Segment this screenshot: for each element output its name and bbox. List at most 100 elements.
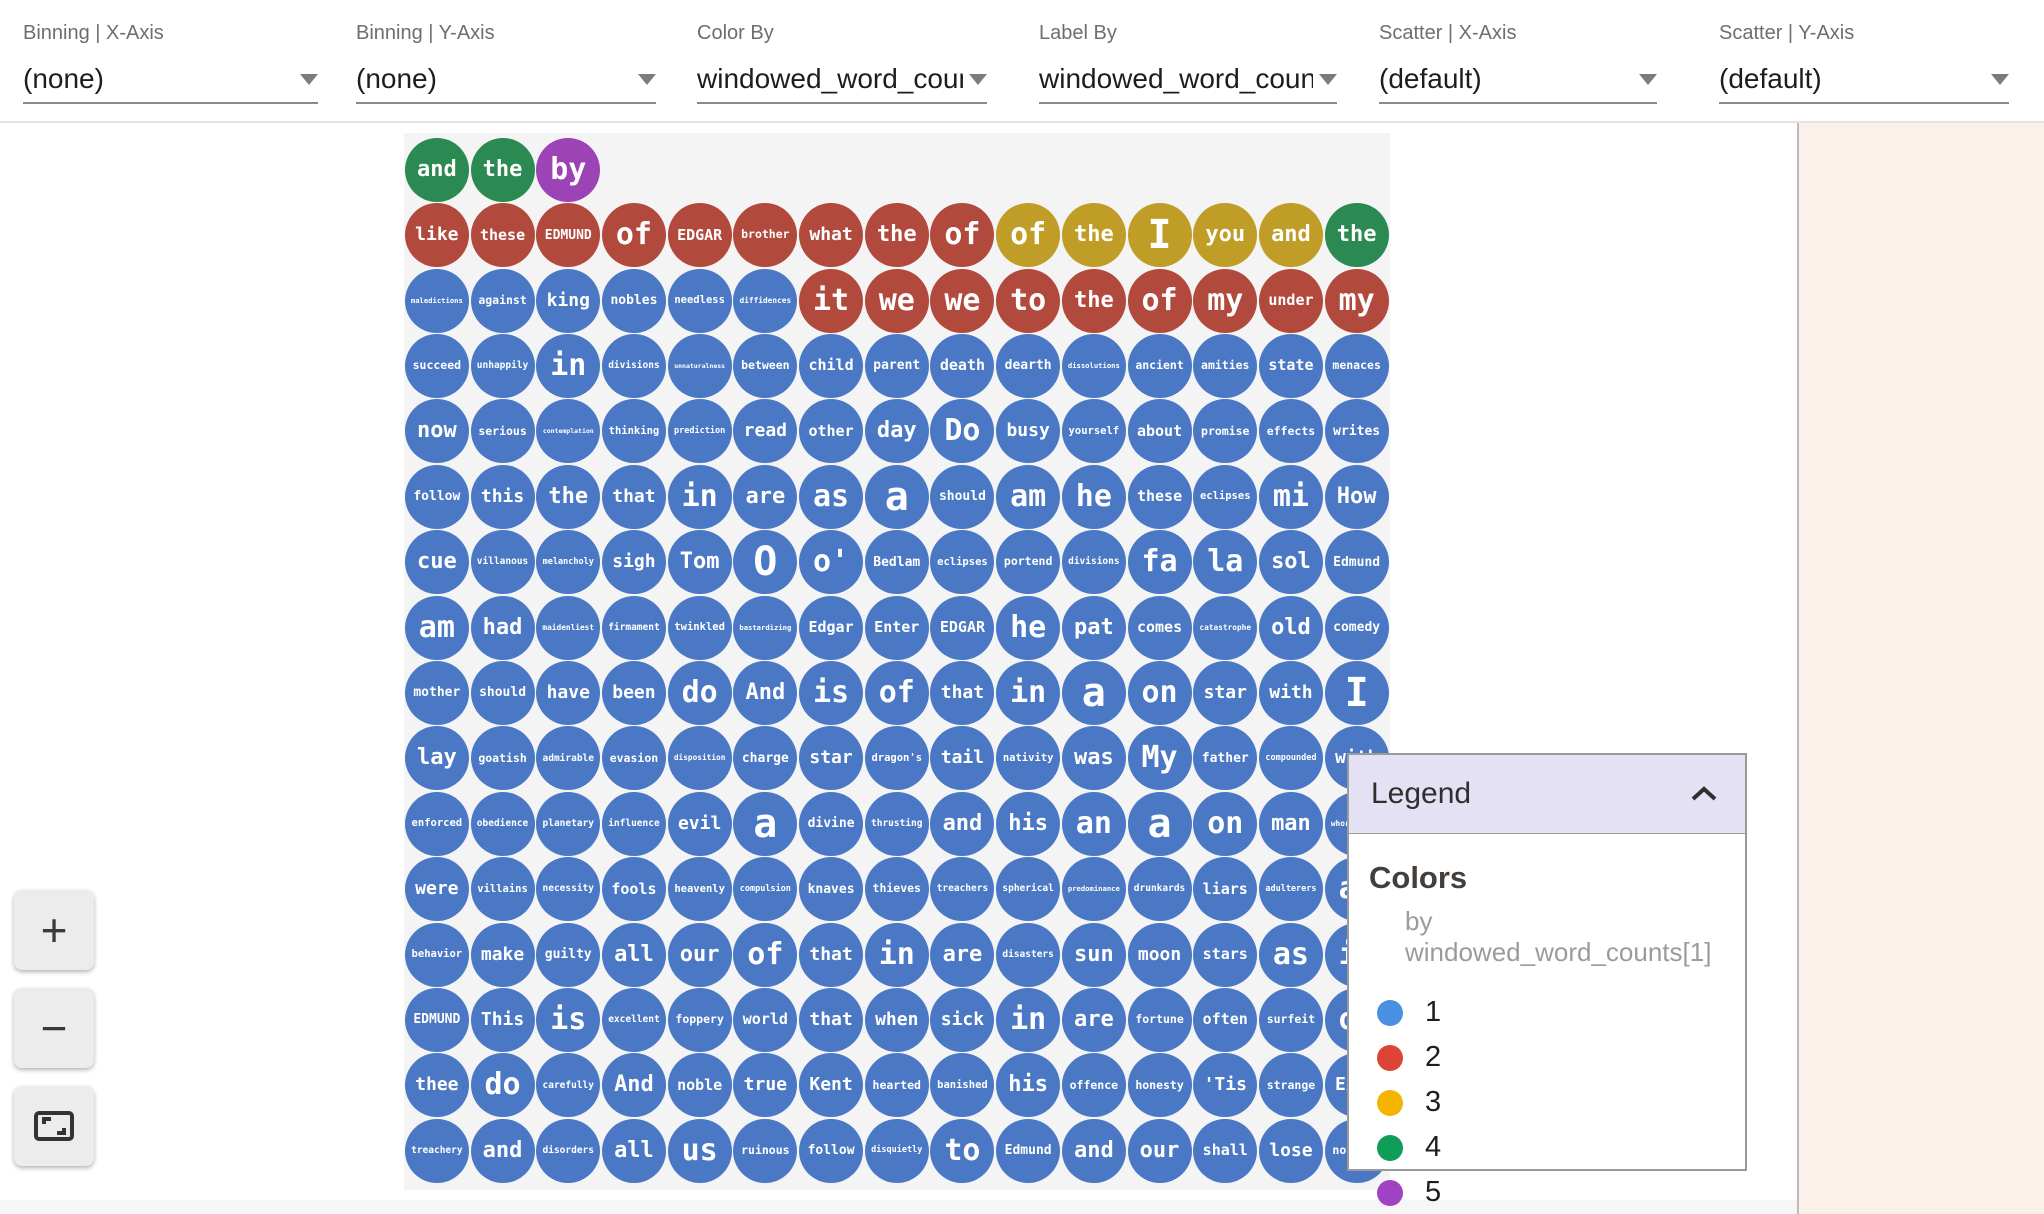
word-bubble[interactable]: as bbox=[1258, 922, 1323, 987]
word-bubble[interactable]: prediction bbox=[667, 399, 732, 464]
chevron-down-icon[interactable] bbox=[638, 73, 656, 85]
word-bubble[interactable]: about bbox=[1127, 399, 1192, 464]
word-bubble[interactable]: contemplation bbox=[536, 399, 601, 464]
word-bubble[interactable]: Enter bbox=[864, 595, 929, 660]
word-bubble[interactable]: twinkled bbox=[667, 595, 732, 660]
word-bubble[interactable]: is bbox=[536, 987, 601, 1052]
dropdown-scatter-y-axis[interactable]: Scatter | Y-Axis (default) bbox=[1719, 0, 2009, 110]
word-bubble[interactable]: ruinous bbox=[733, 1118, 798, 1183]
word-bubble[interactable]: disposition bbox=[667, 726, 732, 791]
dropdown-binning-x-axis[interactable]: Binning | X-Axis (none) bbox=[23, 0, 318, 110]
word-bubble[interactable]: evil bbox=[667, 791, 732, 856]
word-bubble[interactable]: parent bbox=[864, 333, 929, 398]
word-bubble[interactable]: I bbox=[1127, 203, 1192, 268]
word-bubble[interactable]: of bbox=[733, 922, 798, 987]
chevron-up-icon[interactable] bbox=[1689, 785, 1719, 803]
word-bubble[interactable]: moon bbox=[1127, 922, 1192, 987]
word-bubble[interactable]: adulterers bbox=[1258, 857, 1323, 922]
legend-item[interactable]: 2 bbox=[1377, 1035, 1745, 1080]
word-bubble[interactable]: stars bbox=[1193, 922, 1258, 987]
word-bubble[interactable]: between bbox=[733, 333, 798, 398]
word-bubble[interactable]: goatish bbox=[470, 726, 535, 791]
word-bubble[interactable]: unnaturalness bbox=[667, 333, 732, 398]
word-bubble[interactable]: And bbox=[733, 660, 798, 725]
word-bubble[interactable]: king bbox=[536, 268, 601, 333]
word-bubble[interactable]: nativity bbox=[996, 726, 1061, 791]
word-bubble[interactable]: our bbox=[667, 922, 732, 987]
word-bubble[interactable]: diffidences bbox=[733, 268, 798, 333]
word-bubble[interactable]: his bbox=[996, 791, 1061, 856]
word-bubble[interactable]: effects bbox=[1258, 399, 1323, 464]
word-bubble[interactable]: offence bbox=[1061, 1053, 1126, 1118]
word-bubble[interactable]: his bbox=[996, 1053, 1061, 1118]
word-bubble[interactable]: hearted bbox=[864, 1053, 929, 1118]
word-bubble[interactable]: is bbox=[799, 660, 864, 725]
word-bubble[interactable]: promise bbox=[1193, 399, 1258, 464]
word-bubble[interactable]: 'Tis bbox=[1193, 1053, 1258, 1118]
word-bubble[interactable]: EDGAR bbox=[930, 595, 995, 660]
word-bubble[interactable]: cue bbox=[404, 530, 469, 595]
dropdown-value[interactable]: (none) bbox=[23, 63, 104, 94]
word-bubble[interactable]: day bbox=[864, 399, 929, 464]
word-bubble[interactable]: comes bbox=[1127, 595, 1192, 660]
dropdown-scatter-x-axis[interactable]: Scatter | X-Axis (default) bbox=[1379, 0, 1657, 110]
word-bubble[interactable]: am bbox=[404, 595, 469, 660]
word-bubble[interactable]: disorders bbox=[536, 1118, 601, 1183]
word-bubble[interactable]: and bbox=[930, 791, 995, 856]
word-bubble[interactable]: serious bbox=[470, 399, 535, 464]
chevron-down-icon[interactable] bbox=[300, 73, 318, 85]
chevron-down-icon[interactable] bbox=[1991, 73, 2009, 85]
word-bubble[interactable]: influence bbox=[601, 791, 666, 856]
word-bubble[interactable]: to bbox=[930, 1118, 995, 1183]
word-bubble[interactable]: EDMUND bbox=[404, 987, 469, 1052]
word-bubble[interactable]: o' bbox=[799, 530, 864, 595]
dropdown-label-by[interactable]: Label By windowed_word_counts bbox=[1039, 0, 1337, 110]
dropdown-binning-y-axis[interactable]: Binning | Y-Axis (none) bbox=[356, 0, 656, 110]
word-bubble[interactable]: firmament bbox=[601, 595, 666, 660]
word-bubble[interactable]: my bbox=[1193, 268, 1258, 333]
word-bubble[interactable]: thee bbox=[404, 1053, 469, 1118]
word-bubble[interactable]: and bbox=[1258, 203, 1323, 268]
word-bubble[interactable]: divine bbox=[799, 791, 864, 856]
word-bubble[interactable]: planetary bbox=[536, 791, 601, 856]
word-bubble[interactable]: noble bbox=[667, 1053, 732, 1118]
word-bubble[interactable]: of bbox=[864, 660, 929, 725]
word-bubble[interactable]: true bbox=[733, 1053, 798, 1118]
word-bubble[interactable]: the bbox=[1324, 203, 1389, 268]
word-bubble[interactable]: you bbox=[1193, 203, 1258, 268]
word-bubble[interactable]: are bbox=[1061, 987, 1126, 1052]
word-bubble[interactable]: often bbox=[1193, 987, 1258, 1052]
word-bubble[interactable]: that bbox=[601, 464, 666, 529]
word-bubble[interactable]: our bbox=[1127, 1118, 1192, 1183]
word-bubble[interactable]: follow bbox=[404, 464, 469, 529]
word-bubble[interactable]: with bbox=[1258, 660, 1323, 725]
word-bubble[interactable]: enforced bbox=[404, 791, 469, 856]
word-bubble[interactable]: thinking bbox=[601, 399, 666, 464]
word-bubble[interactable]: man bbox=[1258, 791, 1323, 856]
word-bubble[interactable]: on bbox=[1193, 791, 1258, 856]
fit-to-screen-button[interactable] bbox=[14, 1086, 94, 1166]
word-bubble[interactable]: of bbox=[930, 203, 995, 268]
word-bubble[interactable]: Kent bbox=[799, 1053, 864, 1118]
word-bubble[interactable]: this bbox=[470, 464, 535, 529]
word-bubble[interactable]: all bbox=[601, 922, 666, 987]
word-bubble[interactable]: maidenliest bbox=[536, 595, 601, 660]
word-bubble[interactable]: old bbox=[1258, 595, 1323, 660]
word-bubble[interactable]: How bbox=[1324, 464, 1389, 529]
word-bubble[interactable]: behavior bbox=[404, 922, 469, 987]
word-bubble[interactable]: he bbox=[996, 595, 1061, 660]
word-bubble[interactable]: on bbox=[1127, 660, 1192, 725]
word-bubble[interactable]: needless bbox=[667, 268, 732, 333]
word-bubble[interactable]: we bbox=[864, 268, 929, 333]
word-bubble[interactable]: melancholy bbox=[536, 530, 601, 595]
word-bubble[interactable]: in bbox=[864, 922, 929, 987]
word-bubble[interactable]: it bbox=[799, 268, 864, 333]
word-bubble[interactable]: succeed bbox=[404, 333, 469, 398]
word-bubble[interactable]: obedience bbox=[470, 791, 535, 856]
word-bubble[interactable]: that bbox=[799, 987, 864, 1052]
word-bubble[interactable]: necessity bbox=[536, 857, 601, 922]
word-bubble[interactable]: menaces bbox=[1324, 333, 1389, 398]
legend-item[interactable]: 3 bbox=[1377, 1080, 1745, 1125]
chevron-down-icon[interactable] bbox=[969, 73, 987, 85]
word-bubble[interactable]: the bbox=[864, 203, 929, 268]
